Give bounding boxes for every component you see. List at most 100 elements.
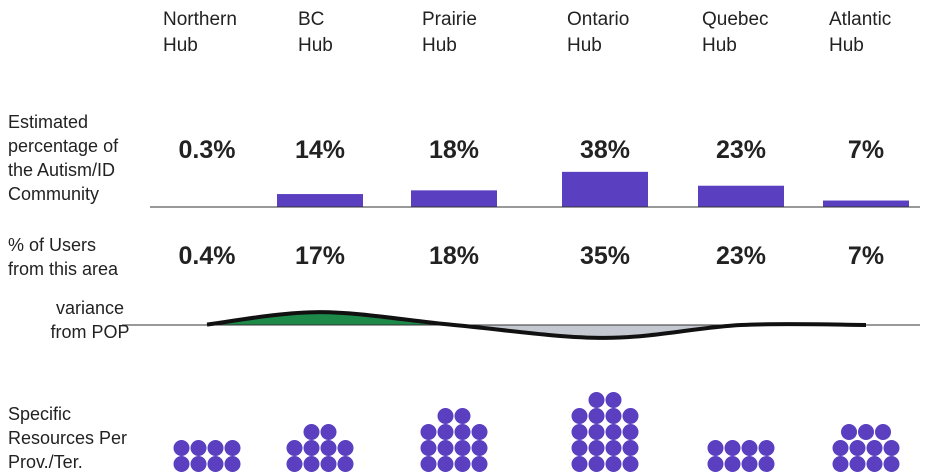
resource-dot	[605, 456, 622, 472]
resource-dot	[605, 440, 622, 456]
resource-dot	[605, 408, 622, 424]
resource-dot	[286, 440, 303, 456]
resource-dot	[841, 424, 857, 440]
resource-dot	[866, 456, 883, 472]
resource-dot	[605, 392, 622, 408]
resource-dot	[224, 456, 241, 472]
resource-dot	[420, 440, 437, 456]
hub-label: Ontario Hub	[567, 9, 630, 56]
value-label: 17%	[294, 242, 346, 270]
resource-dot	[741, 456, 758, 472]
bar	[698, 185, 784, 207]
value-label: 7%	[847, 242, 885, 270]
row-label: Estimated percentage of the Autism/ID Co…	[8, 112, 119, 204]
resource-dot	[207, 456, 224, 472]
resource-dot	[454, 440, 471, 456]
resource-dot	[190, 456, 207, 472]
resource-dot	[866, 440, 883, 456]
value-label: 35%	[579, 242, 631, 270]
resource-dot	[337, 440, 354, 456]
resource-dot	[875, 424, 891, 440]
variance-line	[206, 310, 867, 340]
bar	[277, 194, 363, 207]
value-label: 18%	[428, 136, 480, 164]
resource-dot	[622, 440, 639, 456]
value-label: 14%	[294, 136, 346, 164]
hub-label: Prairie Hub	[422, 9, 477, 56]
resource-dot	[849, 456, 866, 472]
resource-dot	[858, 424, 874, 440]
variance-area-above	[207, 312, 866, 325]
row-label: variance from POP	[50, 298, 130, 342]
resource-dot	[437, 424, 454, 440]
resource-dot	[207, 440, 224, 456]
value-label: 0.4%	[178, 242, 236, 270]
resource-dot	[320, 456, 337, 472]
resource-dot	[622, 424, 639, 440]
resource-dot	[883, 456, 900, 472]
resource-dot	[622, 456, 639, 472]
resource-dot	[320, 424, 337, 440]
resource-dot	[588, 424, 605, 440]
resource-dot	[320, 440, 337, 456]
resource-dot	[471, 440, 488, 456]
resource-dot	[571, 424, 588, 440]
resource-dot	[707, 456, 724, 472]
resource-dot	[224, 440, 241, 456]
value-label: 7%	[847, 136, 885, 164]
resource-dot	[724, 456, 741, 472]
resource-dot	[471, 424, 488, 440]
resource-dot	[758, 440, 775, 456]
bar	[823, 200, 909, 207]
resource-dot	[588, 392, 605, 408]
resource-dot	[883, 440, 900, 456]
resource-dot	[303, 456, 320, 472]
resource-dot	[471, 456, 488, 472]
resource-dot	[849, 440, 866, 456]
resource-dot	[571, 440, 588, 456]
resource-dot	[286, 456, 303, 472]
resource-dot	[571, 408, 588, 424]
hub-label: Atlantic Hub	[829, 9, 892, 56]
row-label: Specific Resources Per Prov./Ter.	[8, 404, 128, 472]
resource-dot	[337, 456, 354, 472]
resource-dot	[303, 440, 320, 456]
hub-label: Quebec Hub	[702, 9, 769, 56]
resource-dot	[588, 408, 605, 424]
resource-dot	[605, 424, 622, 440]
value-label: 18%	[428, 242, 480, 270]
resource-dot	[454, 408, 471, 424]
value-label: 38%	[579, 136, 631, 164]
resource-dot	[454, 424, 471, 440]
resource-dot	[173, 440, 190, 456]
resource-dot	[437, 408, 454, 424]
resource-dot	[437, 456, 454, 472]
resource-dot	[437, 440, 454, 456]
resource-dot	[303, 424, 320, 440]
resource-dot	[758, 456, 775, 472]
row-label: % of Users from this area	[8, 235, 119, 279]
resource-dot	[454, 456, 471, 472]
resource-dot	[173, 456, 190, 472]
resource-dot	[190, 440, 207, 456]
hub-label: BC Hub	[298, 9, 333, 56]
bar	[562, 171, 648, 207]
resource-dot	[571, 456, 588, 472]
resource-dot	[707, 440, 724, 456]
resource-dot	[420, 424, 437, 440]
resource-dot	[622, 408, 639, 424]
resource-dot	[420, 456, 437, 472]
resource-dot	[588, 440, 605, 456]
resource-dot	[741, 440, 758, 456]
resource-dot	[588, 456, 605, 472]
resource-dot	[724, 440, 741, 456]
value-label: 23%	[715, 242, 767, 270]
hub-label: Northern Hub	[163, 9, 237, 56]
value-label: 23%	[715, 136, 767, 164]
resource-dot	[832, 440, 849, 456]
bar	[411, 190, 497, 207]
value-label: 0.3%	[178, 136, 236, 164]
resource-dot	[832, 456, 849, 472]
